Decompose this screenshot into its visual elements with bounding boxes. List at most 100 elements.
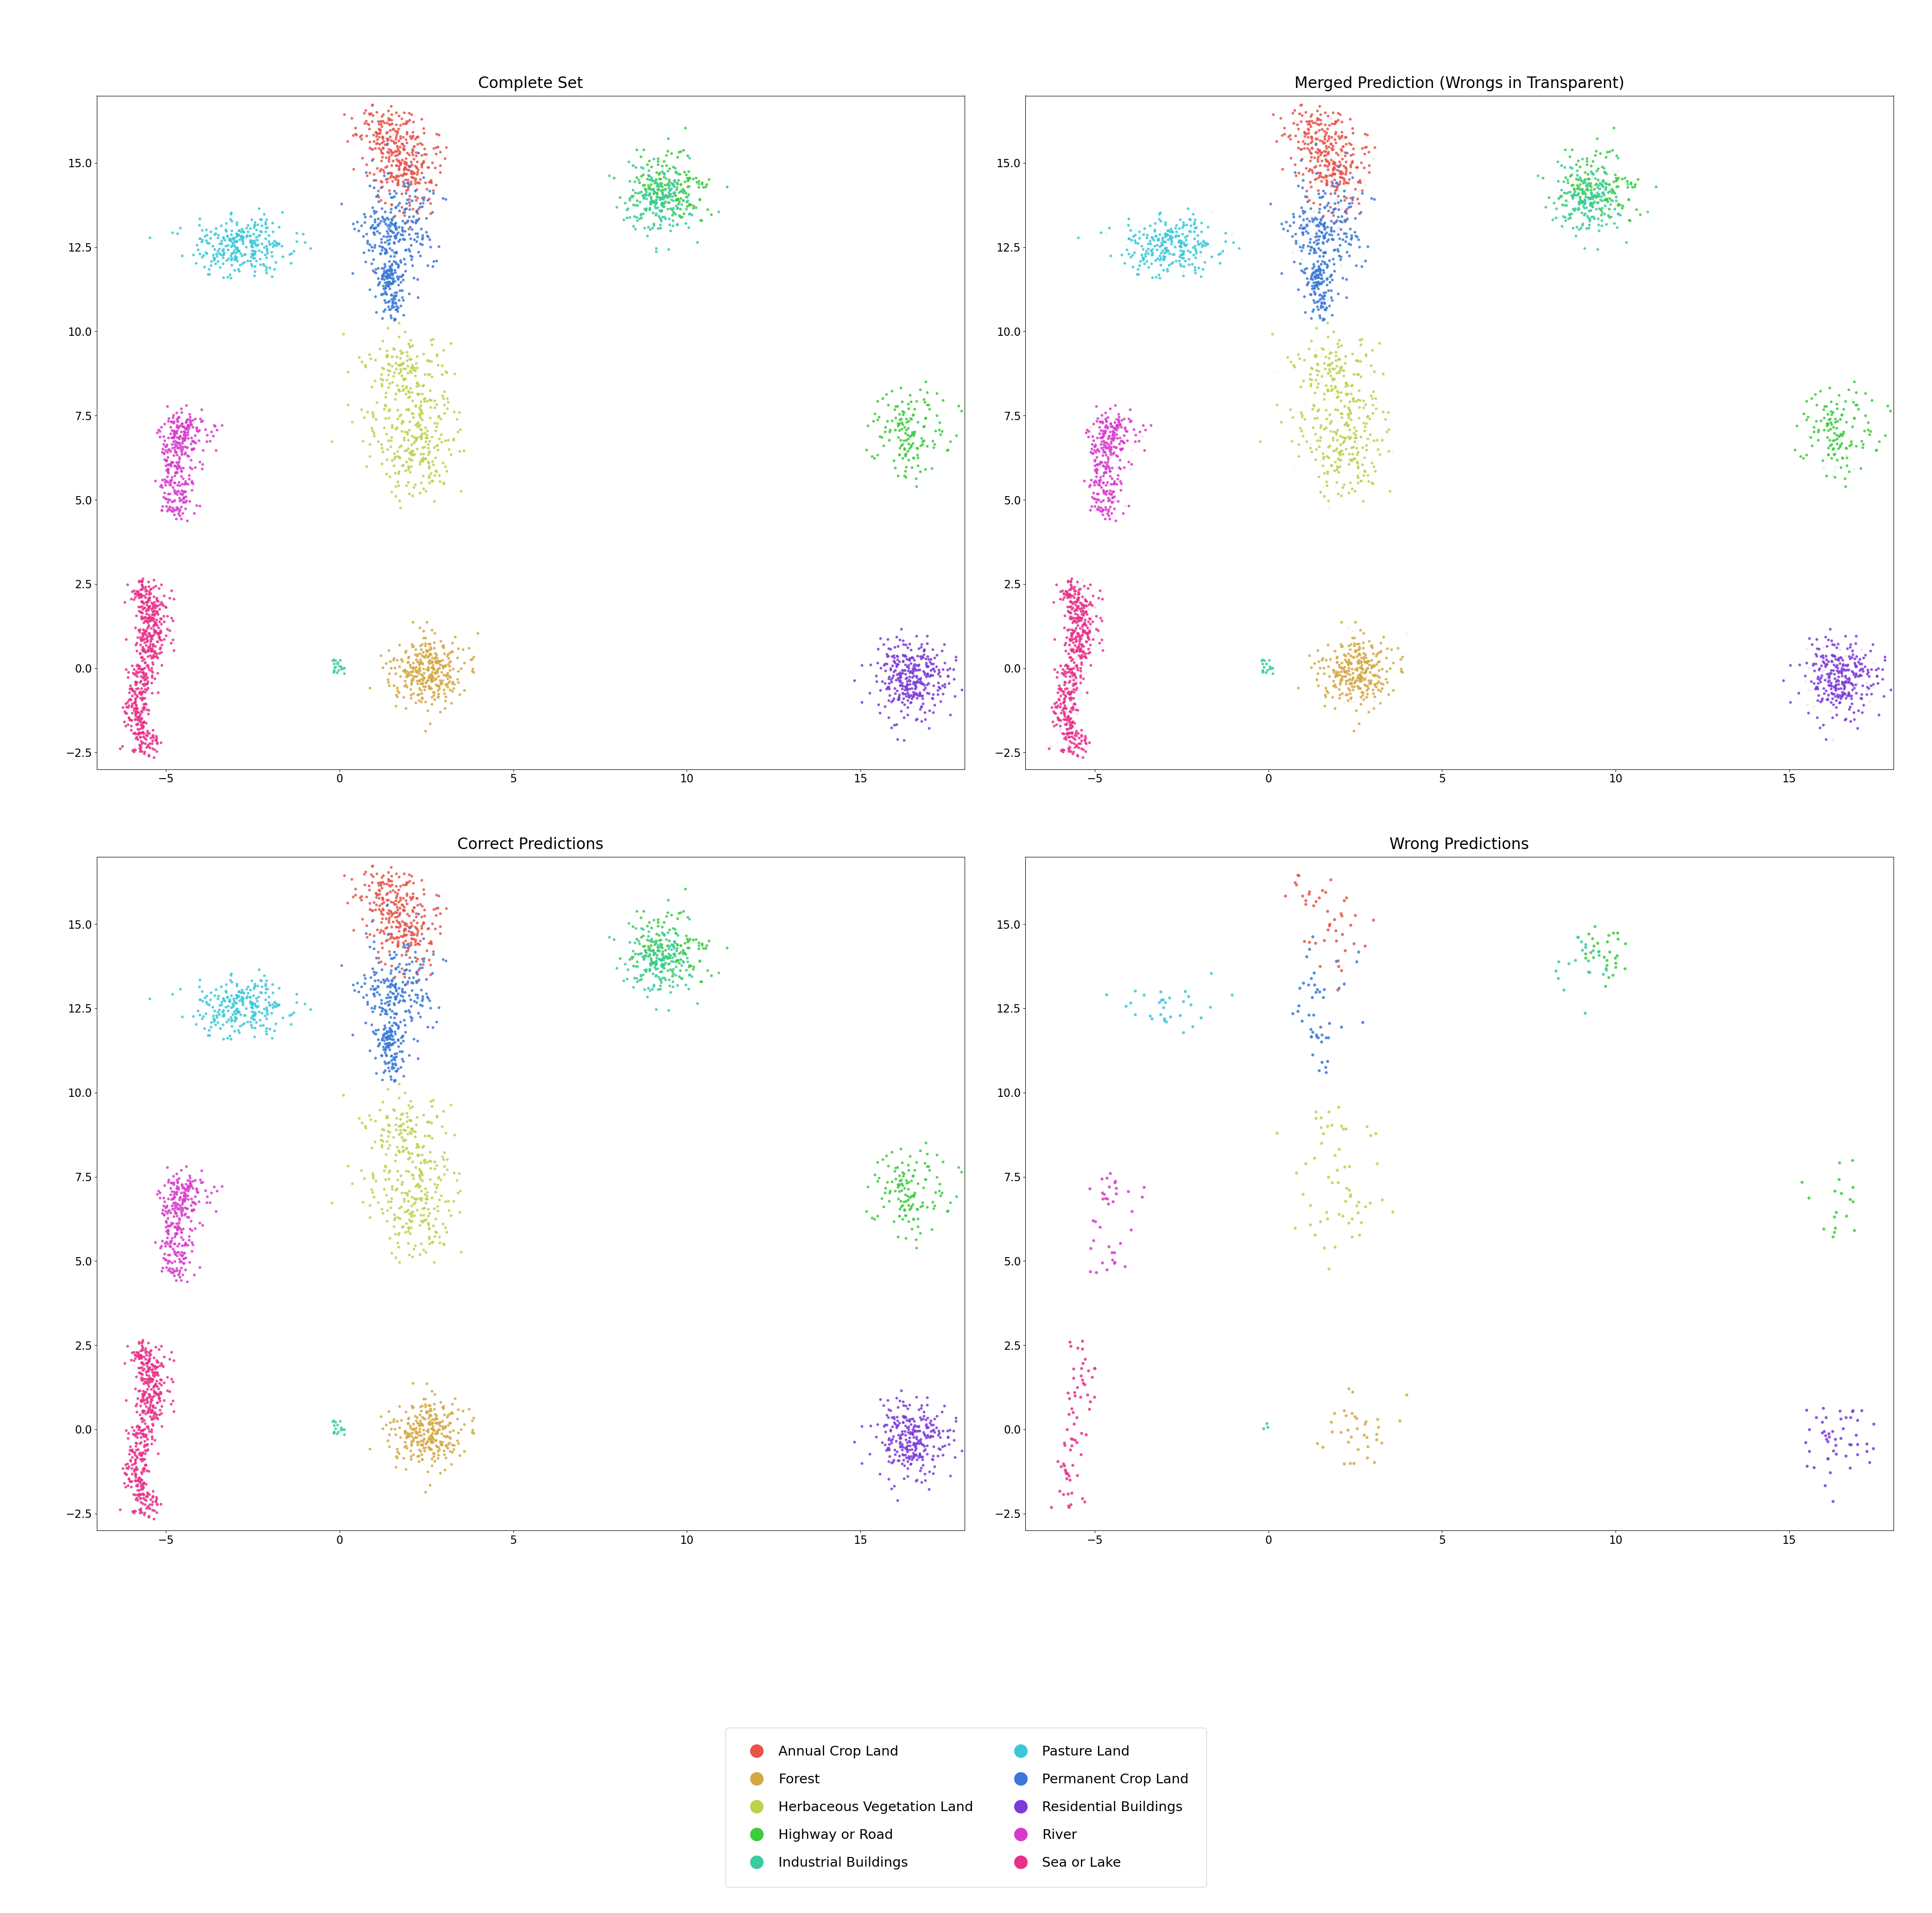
Point: [895, 673, 925, 704]
Point: [400, 639, 431, 670]
Point: [1304, 210, 1335, 241]
Point: [381, 1440, 412, 1471]
Point: [120, 679, 151, 710]
Point: [1095, 407, 1126, 438]
Point: [1563, 145, 1594, 176]
Point: [1094, 451, 1124, 482]
Point: [634, 178, 665, 209]
Point: [645, 189, 676, 220]
Point: [918, 1414, 949, 1444]
Point: [214, 985, 245, 1016]
Point: [357, 1016, 388, 1046]
Point: [904, 668, 935, 698]
Point: [126, 1343, 156, 1374]
Point: [1347, 647, 1378, 677]
Point: [1318, 153, 1349, 184]
Point: [1822, 662, 1853, 693]
Point: [276, 1008, 307, 1039]
Point: [881, 1412, 912, 1442]
Point: [413, 660, 444, 691]
Point: [124, 1498, 155, 1528]
Point: [1291, 270, 1321, 300]
Point: [1575, 168, 1605, 199]
Point: [120, 1374, 151, 1404]
Point: [910, 658, 941, 689]
Point: [657, 170, 688, 201]
Point: [1598, 186, 1629, 216]
Point: [1074, 603, 1105, 633]
Point: [1300, 254, 1331, 285]
Point: [417, 1439, 448, 1469]
Point: [396, 668, 427, 698]
Point: [1055, 566, 1086, 597]
Point: [902, 450, 933, 480]
Point: [1604, 189, 1634, 220]
Point: [1066, 620, 1097, 650]
Point: [1279, 451, 1310, 482]
Point: [355, 1175, 386, 1205]
Point: [1076, 434, 1107, 465]
Point: [1296, 207, 1327, 237]
Point: [357, 907, 388, 937]
Point: [1086, 495, 1117, 526]
Point: [263, 230, 294, 260]
Point: [1302, 356, 1333, 386]
Point: [1165, 226, 1196, 256]
Point: [390, 1155, 421, 1186]
Point: [363, 262, 394, 293]
Point: [908, 1173, 939, 1203]
Point: [1333, 168, 1364, 199]
Point: [887, 413, 918, 444]
Point: [129, 1385, 160, 1416]
Point: [128, 660, 158, 691]
Point: [1304, 254, 1335, 285]
Point: [390, 867, 421, 897]
Point: [1121, 976, 1151, 1006]
Point: [402, 920, 433, 951]
Point: [645, 184, 676, 214]
Point: [1047, 693, 1078, 723]
Point: [605, 943, 636, 974]
Title: Merged Prediction (Wrongs in Transparent): Merged Prediction (Wrongs in Transparent…: [1294, 77, 1625, 92]
Point: [440, 1165, 471, 1196]
Point: [375, 865, 406, 895]
Point: [1279, 149, 1310, 180]
Point: [359, 878, 390, 909]
Point: [373, 434, 404, 465]
Point: [427, 1209, 458, 1240]
Point: [1826, 668, 1857, 698]
Point: [415, 187, 446, 218]
Point: [1053, 698, 1084, 729]
Point: [128, 574, 158, 605]
Point: [1331, 679, 1362, 710]
Point: [1057, 708, 1088, 738]
Point: [1555, 180, 1586, 210]
Point: [122, 702, 153, 733]
Point: [1155, 241, 1186, 272]
Point: [871, 1167, 902, 1198]
Point: [895, 687, 925, 717]
Point: [377, 279, 408, 310]
Point: [1088, 415, 1119, 446]
Point: [672, 157, 703, 187]
Point: [392, 1213, 423, 1243]
Point: [375, 224, 406, 254]
Point: [1045, 673, 1076, 704]
Point: [371, 237, 402, 268]
Point: [423, 231, 454, 262]
Point: [396, 214, 427, 245]
Point: [1055, 696, 1086, 727]
Point: [1300, 287, 1331, 318]
Point: [1302, 266, 1333, 297]
Point: [1099, 419, 1130, 450]
Point: [1209, 226, 1240, 256]
Point: [348, 220, 379, 251]
Point: [128, 714, 158, 744]
Point: [158, 1228, 189, 1259]
Point: [160, 457, 191, 488]
Point: [147, 629, 178, 660]
Point: [126, 1471, 156, 1502]
Point: [240, 210, 270, 241]
Point: [1347, 662, 1378, 693]
Point: [406, 918, 437, 949]
